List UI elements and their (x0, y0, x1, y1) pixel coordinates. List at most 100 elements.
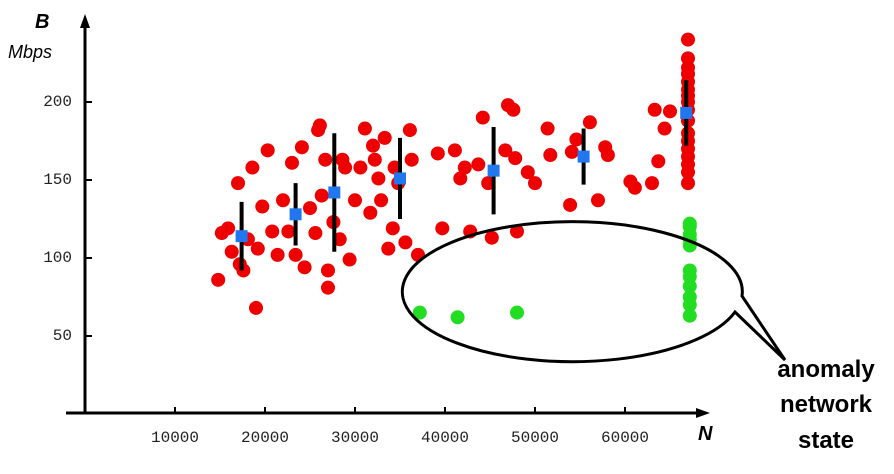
mean-marker (328, 186, 341, 199)
point (321, 280, 335, 295)
point (211, 272, 226, 287)
point (435, 221, 450, 236)
point (651, 154, 666, 169)
mean-marker (235, 230, 248, 243)
plot-area (211, 32, 697, 325)
y-tick-label: 200 (43, 93, 72, 111)
point (506, 102, 521, 117)
point (371, 171, 386, 186)
point (681, 165, 695, 180)
annotation-text: anomaly (777, 356, 875, 383)
point (385, 221, 400, 236)
point (510, 305, 524, 320)
point (450, 310, 465, 325)
point (265, 224, 280, 239)
point (681, 176, 695, 191)
point (353, 160, 368, 175)
point (314, 188, 329, 203)
point (508, 151, 523, 166)
point (510, 224, 524, 239)
point (402, 123, 417, 138)
y-axis-label: B (35, 11, 49, 33)
annotation-text: network (780, 391, 873, 418)
point (657, 121, 672, 136)
point (471, 157, 486, 172)
point (563, 197, 578, 212)
point (543, 148, 558, 163)
point (681, 32, 695, 47)
point (475, 110, 490, 125)
point (682, 297, 697, 312)
x-tick-label: 60000 (601, 429, 649, 447)
point (404, 152, 419, 167)
point (374, 193, 389, 208)
point (260, 143, 275, 158)
point (276, 193, 290, 208)
point (308, 226, 323, 241)
point (591, 193, 605, 208)
point (321, 263, 335, 278)
mean-marker (577, 150, 590, 163)
point (663, 104, 677, 119)
point (564, 144, 579, 159)
y-tick-label: 100 (43, 249, 72, 267)
point (281, 224, 296, 239)
x-tick-label: 10000 (151, 429, 199, 447)
point (381, 241, 396, 256)
mean-marker (487, 164, 500, 177)
point (250, 241, 265, 256)
point (457, 160, 472, 175)
point (528, 176, 542, 191)
point (377, 130, 392, 145)
x-axis-arrow (696, 408, 710, 418)
point (255, 199, 270, 214)
point (645, 176, 659, 191)
x-tick-label: 50000 (511, 429, 559, 447)
point (224, 244, 239, 259)
point (303, 201, 317, 216)
y-tick-label: 150 (43, 171, 72, 189)
mean-marker (289, 208, 302, 221)
point (647, 102, 662, 117)
point (318, 152, 333, 167)
annotation-text: state (798, 427, 854, 454)
point (682, 308, 697, 323)
point (288, 247, 303, 262)
point (285, 155, 299, 170)
point (447, 143, 462, 158)
point (297, 260, 312, 275)
point (312, 118, 327, 133)
point (540, 121, 555, 136)
mean-marker (394, 172, 406, 185)
point (520, 165, 535, 180)
point (582, 115, 597, 130)
point (348, 193, 362, 208)
point (363, 205, 378, 220)
x-tick-label: 30000 (331, 429, 379, 447)
point (627, 180, 642, 195)
point (569, 132, 584, 147)
y-tick-label: 50 (53, 327, 72, 345)
point (294, 140, 309, 155)
point (498, 143, 513, 158)
y-axis-arrow (80, 14, 90, 28)
point (231, 176, 245, 191)
point (366, 138, 380, 153)
point (367, 152, 382, 167)
point (270, 247, 285, 262)
point (338, 160, 353, 175)
mean-marker (680, 106, 693, 119)
point (682, 279, 697, 294)
x-tick-label: 40000 (421, 429, 469, 447)
x-axis-label: N (698, 423, 713, 445)
point (357, 121, 372, 136)
point (430, 146, 445, 161)
point (221, 221, 236, 236)
annotation-bubble (400, 220, 787, 364)
point (342, 252, 357, 267)
y-axis-unit: Mbps (8, 42, 52, 62)
point (484, 230, 499, 245)
point (412, 305, 427, 320)
